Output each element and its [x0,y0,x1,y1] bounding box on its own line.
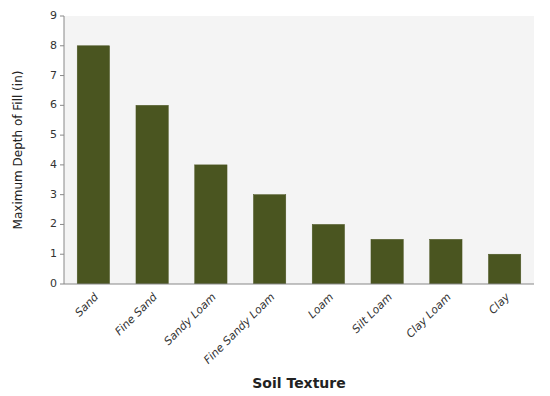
y-tick-label: 6 [50,98,57,111]
x-tick-label: Sandy Loam [161,291,218,348]
bar [488,254,520,284]
y-tick-label: 9 [50,9,57,22]
y-tick-label: 7 [50,69,57,82]
y-tick-label: 4 [50,158,57,171]
y-tick-label: 8 [50,39,57,52]
y-tick [60,75,64,76]
x-tick-label: Clay [486,290,513,317]
y-tick-label: 5 [50,128,57,141]
x-tick-label: Silt Loam [349,291,394,336]
bars [77,46,521,284]
y-tick-label: 0 [50,277,57,290]
y-tick [60,254,64,255]
x-axis-title: Soil Texture [252,375,345,391]
bar [312,224,344,284]
y-axis-line [64,16,65,284]
y-axis: 0 1 2 3 4 5 6 7 8 9 [50,9,64,290]
y-tick [60,105,64,106]
bar [195,165,227,284]
bar [253,195,285,284]
x-tick-label: Fine Sandy Loam [201,291,277,367]
y-tick [60,164,64,165]
y-tick [60,135,64,136]
y-tick [60,45,64,46]
chart-svg: 0 1 2 3 4 5 6 7 8 9 Sand Fine SandSandy LoamFine Sa… [0,0,550,396]
y-tick [60,284,64,285]
x-axis-line [64,284,534,285]
y-tick-label: 2 [50,217,57,230]
y-tick [60,224,64,225]
plot-area [64,16,534,284]
x-tick-label: Sand [72,290,101,319]
bar [371,239,403,284]
chart-container: 0 1 2 3 4 5 6 7 8 9 Sand Fine SandSandy LoamFine Sa… [0,0,550,396]
x-axis: Sand Fine SandSandy LoamFine Sandy Loam Lo… [72,290,512,367]
y-tick [60,194,64,195]
x-tick-label: Clay Loam [404,291,454,341]
x-tick-label: Loam [306,291,337,322]
bar [430,239,462,284]
y-tick [60,16,64,17]
bar [136,105,168,284]
y-tick-label: 3 [50,188,57,201]
y-axis-title: Maximum Depth of Fill (in) [11,71,25,230]
y-tick-label: 1 [50,247,57,260]
x-tick-label: Fine Sand [112,290,160,338]
bar [77,46,109,284]
